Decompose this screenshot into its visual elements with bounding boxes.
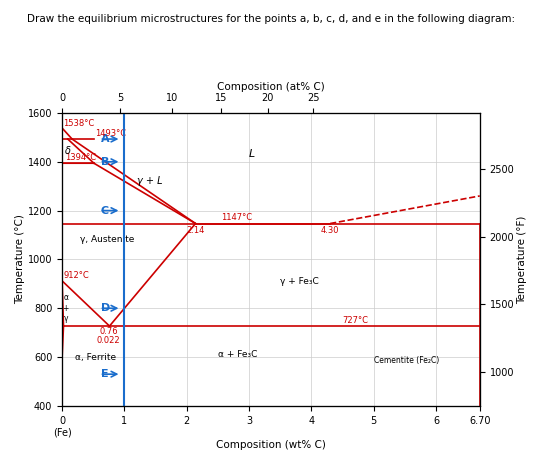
Text: L: L [249, 149, 255, 159]
Text: 727°C: 727°C [343, 316, 369, 325]
Text: Cementite (Fe₂C): Cementite (Fe₂C) [374, 356, 439, 365]
X-axis label: Composition (at% C): Composition (at% C) [217, 82, 325, 93]
Text: C: C [101, 206, 109, 216]
Text: 2.14: 2.14 [187, 226, 205, 234]
Text: γ + L: γ + L [137, 176, 163, 186]
Text: E: E [101, 369, 108, 379]
Text: 0.76: 0.76 [100, 327, 118, 336]
Text: γ, Austenite: γ, Austenite [80, 235, 134, 244]
Text: α, Ferrite: α, Ferrite [75, 352, 115, 361]
Text: Draw the equilibrium microstructures for the points a, b, c, d, and e in the fol: Draw the equilibrium microstructures for… [27, 14, 515, 24]
Text: D: D [101, 303, 110, 313]
Text: A: A [101, 134, 109, 144]
Text: δ: δ [65, 146, 71, 156]
Text: 4.30: 4.30 [321, 226, 339, 234]
Text: 0.022: 0.022 [96, 336, 120, 345]
Y-axis label: Temperature (°C): Temperature (°C) [15, 214, 25, 305]
Text: B: B [101, 157, 109, 167]
Y-axis label: Temperature (°F): Temperature (°F) [517, 215, 527, 304]
Text: α + Fe₃C: α + Fe₃C [218, 350, 257, 359]
Text: α
+
γ: α + γ [63, 293, 69, 323]
X-axis label: Composition (wt% C): Composition (wt% C) [216, 440, 326, 450]
Text: 912°C: 912°C [63, 271, 89, 280]
Text: 1394°C: 1394°C [65, 153, 96, 162]
Text: 1538°C: 1538°C [63, 119, 95, 128]
Text: 1493°C: 1493°C [95, 129, 126, 138]
Text: 1147°C: 1147°C [221, 213, 252, 221]
Text: γ + Fe₃C: γ + Fe₃C [280, 277, 319, 286]
